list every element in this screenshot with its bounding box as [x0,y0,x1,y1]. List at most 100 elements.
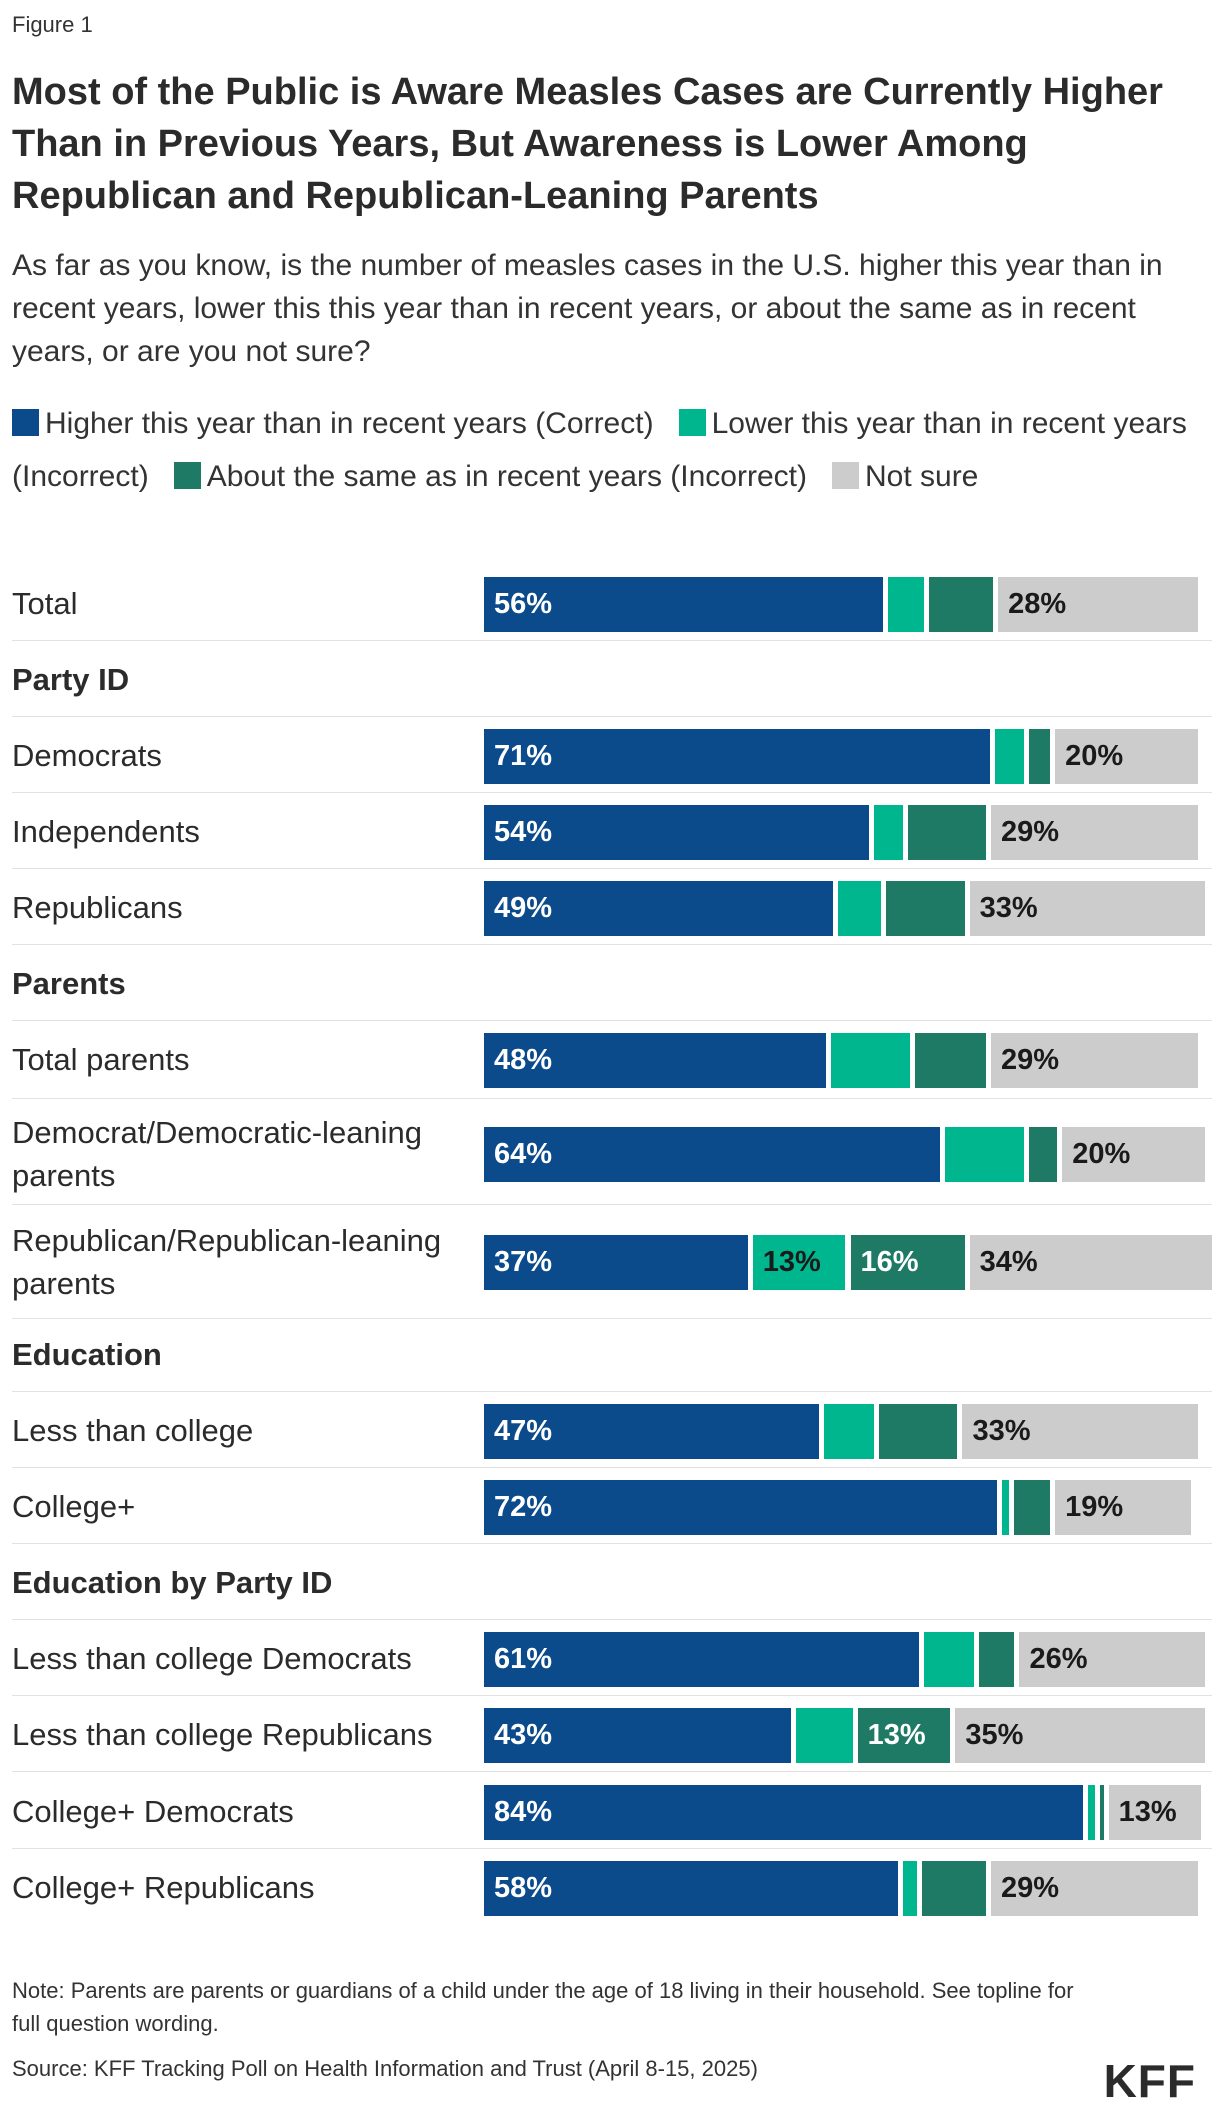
bar-segment-higher: 58% [484,1861,898,1916]
bar-segment-higher: 37% [484,1235,748,1290]
bar-row: 61% 26% [484,1632,1212,1687]
bar-segment-higher: 84% [484,1785,1083,1840]
bar-segment-lower [995,729,1024,784]
category-label: Independents [12,814,200,849]
bar-segment-higher: 61% [484,1632,919,1687]
bar-segment-same [914,1033,986,1088]
legend-item-lower: Lower this year than in recent years (In… [12,407,1187,493]
bar-row: 37% 13% 16% 34% [484,1235,1212,1290]
bar-segment-higher: 56% [484,577,884,632]
bar-segment-same [1028,729,1051,784]
row-divider [12,1543,1212,1544]
row-divider [12,1848,1212,1849]
legend-item-same: About the same as in recent years (Incor… [173,460,807,493]
bar-row: 54% 29% [484,805,1212,860]
bar-segment-higher: 48% [484,1033,827,1088]
section-label: Education by Party ID [12,1565,333,1600]
category-label: Republican/Republican-leaning parents [12,1223,442,1301]
category-label: College+ [12,1489,136,1524]
bar-segment-not-sure: 13% [1108,1785,1202,1840]
category-label: Total parents [12,1042,190,1077]
bar-segment-not-sure: 34% [969,1235,1212,1290]
bar-segment-same [907,805,986,860]
chart-source: Source: KFF Tracking Poll on Health Info… [12,2056,758,2081]
row-divider [12,868,1212,869]
bar-row: 72% 19% [484,1480,1212,1535]
category-label: Less than college Democrats [12,1641,412,1676]
bar-row: 43% 13% 35% [484,1708,1212,1763]
bar-segment-lower [824,1404,875,1459]
chart-note: Note: Parents are parents or guardians o… [12,1978,1074,2036]
bar-row: 71% 20% [484,729,1212,784]
row-divider [12,1318,1212,1319]
category-label: Republicans [12,890,183,925]
category-label: Less than college Republicans [12,1717,433,1752]
row-divider [12,1771,1212,1772]
legend-label-higher: Higher this year than in recent years (C… [45,407,654,440]
category-label: Democrat/Democratic-leaning parents [12,1115,423,1193]
bar-segment-same: 13% [857,1708,951,1763]
bar-segment-same: 16% [850,1235,965,1290]
bar-segment-not-sure: 33% [962,1404,1198,1459]
category-label: Less than college [12,1413,254,1448]
bar-segment-lower [945,1127,1024,1182]
chart-subtitle: As far as you know, is the number of mea… [12,249,1163,368]
bar-segment-same [928,577,994,632]
bar-segment-same [886,881,965,936]
bar-row: 48% 29% [484,1033,1212,1088]
bar-row: 56% 28% [484,577,1212,632]
bar-segment-higher: 47% [484,1404,820,1459]
bar-segment-not-sure: 20% [1062,1127,1205,1182]
bar-segment-not-sure: 29% [990,805,1198,860]
row-divider [12,1619,1212,1620]
row-divider [12,1467,1212,1468]
bar-segment-lower: 13% [752,1235,846,1290]
section-label: Education [12,1337,162,1372]
bar-segment-not-sure: 28% [998,577,1198,632]
section-label: Parents [12,966,126,1001]
legend-label-same: About the same as in recent years (Incor… [206,460,807,493]
legend-label-not-sure: Not sure [864,460,979,493]
bar-segment-higher: 54% [484,805,870,860]
bar-segment-same [1014,1480,1051,1535]
bar-segment-higher: 71% [484,729,991,784]
chart-title: Most of the Public is Aware Measles Case… [12,71,1163,217]
bar-segment-not-sure: 33% [969,881,1205,936]
category-label: College+ Republicans [12,1870,315,1905]
row-divider [12,944,1212,945]
bar-segment-higher: 43% [484,1708,791,1763]
bar-segment-same [1028,1127,1058,1182]
bar-segment-lower [831,1033,910,1088]
legend-swatch-not-sure [831,462,859,489]
row-divider [12,1695,1212,1696]
bar-row: 47% 33% [484,1404,1212,1459]
bar-segment-lower [874,805,903,860]
bar-segment-lower [888,577,924,632]
bar-segment-same [921,1861,986,1916]
legend-swatch-same [173,462,201,489]
bar-segment-same [978,1632,1015,1687]
row-divider [12,792,1212,793]
bar-segment-higher: 64% [484,1127,941,1182]
bar-segment-same [879,1404,958,1459]
bar-segment-lower [1087,1785,1096,1840]
row-divider [12,1020,1212,1021]
bar-segment-not-sure: 26% [1019,1632,1205,1687]
category-label: Total [12,586,78,621]
row-divider [12,640,1212,641]
bar-row: 58% 29% [484,1861,1212,1916]
chart-legend: Higher this year than in recent years (C… [12,397,1202,503]
legend-swatch-higher [12,409,39,436]
bar-segment-not-sure: 20% [1055,729,1198,784]
bar-segment-higher: 49% [484,881,834,936]
bar-segment-lower [1002,1480,1010,1535]
bar-segment-lower [902,1861,917,1916]
bar-segment-lower [838,881,882,936]
row-divider [12,1391,1212,1392]
bar-row: 84% 13% [484,1785,1212,1840]
figure-label: Figure 1 [12,12,93,37]
bar-segment-not-sure: 29% [990,1033,1198,1088]
bar-segment-lower [923,1632,974,1687]
legend-swatch-lower [678,409,706,436]
row-divider [12,716,1212,717]
